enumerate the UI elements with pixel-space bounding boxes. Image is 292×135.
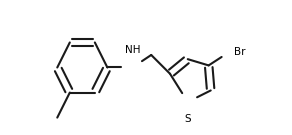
Text: S: S [185,114,191,124]
Text: Br: Br [234,47,246,57]
Text: NH: NH [125,45,140,55]
